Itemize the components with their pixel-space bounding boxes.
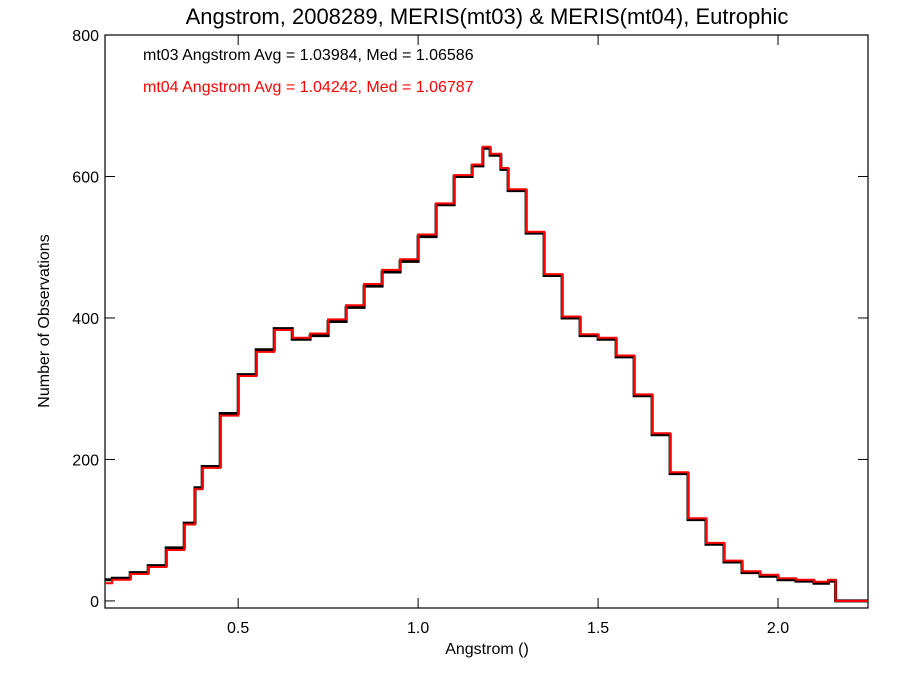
y-tick-label: 200 [72, 452, 99, 469]
y-tick-label: 400 [72, 311, 99, 328]
y-axis-ticks: 0 200 400 600 800 [72, 28, 868, 611]
mt03-stats-annotation: mt03 Angstrom Avg = 1.03984, Med = 1.065… [143, 47, 474, 64]
plot-frame [104, 34, 869, 609]
y-tick-label: 0 [90, 594, 99, 611]
mt04-stats-annotation: mt04 Angstrom Avg = 1.04242, Med = 1.067… [143, 79, 474, 96]
series-layer [105, 145, 868, 603]
y-tick-label: 800 [72, 28, 99, 45]
series-mt03-line [105, 146, 868, 603]
x-tick-label: 1.0 [407, 620, 429, 637]
chart-title: Angstrom, 2008289, MERIS(mt03) & MERIS(m… [186, 4, 789, 29]
x-axis-label: Angstrom () [445, 641, 529, 658]
y-tick-label: 600 [72, 169, 99, 186]
x-tick-label: 2.0 [767, 620, 789, 637]
series-mt04-line [105, 145, 868, 602]
x-axis-ticks: 0.5 1.0 1.5 2.0 [227, 35, 789, 637]
y-axis-label: Number of Observations [36, 234, 53, 407]
x-tick-label: 1.5 [587, 620, 609, 637]
x-tick-label: 0.5 [227, 620, 249, 637]
